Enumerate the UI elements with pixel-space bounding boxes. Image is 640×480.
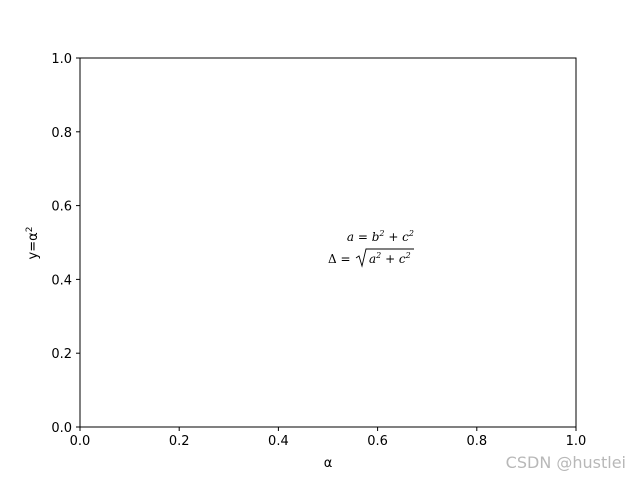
y-tick-label: 0.4 [51,273,72,288]
annotation-line-2-radicand: a2 + c2 [369,251,411,266]
x-tick-label: 0.0 [70,434,91,449]
watermark: CSDN @hustlei [505,453,626,472]
x-tick-label: 1.0 [566,434,587,449]
y-tick-label: 0.6 [51,200,72,215]
x-axis-label: α [324,456,333,471]
y-tick-label: 0.8 [51,126,72,141]
plot-area [79,57,577,428]
annotation-line-2: Δ = [328,252,351,266]
x-axis-ticks: 0.0 0.2 0.4 0.6 0.8 1.0 [70,427,587,449]
x-tick-label: 0.8 [466,434,487,449]
y-tick-label: 1.0 [51,52,72,67]
y-tick-label: 0.0 [51,421,72,436]
x-tick-label: 0.2 [169,434,190,449]
x-tick-label: 0.4 [268,434,289,449]
y-axis-ticks: 0.0 0.2 0.4 0.6 0.8 1.0 [51,52,80,436]
y-axis-label: y=α2 [25,227,41,260]
x-tick-label: 0.6 [367,434,388,449]
sqrt-sign [355,248,414,268]
y-tick-label: 0.2 [51,347,72,362]
annotation-line-1: a = b2 + c2 [347,229,414,244]
